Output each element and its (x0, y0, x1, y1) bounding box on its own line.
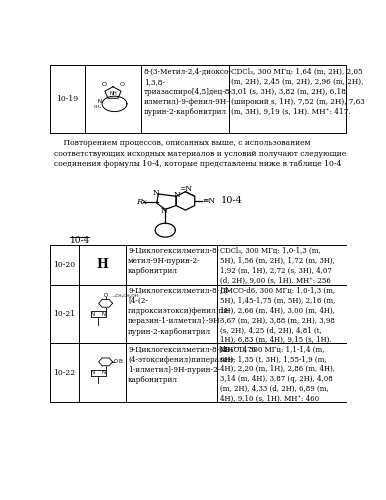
Text: NH: NH (109, 92, 117, 96)
Text: 8-(3-Метил-2,4-диоксо-
1,3,8-
триазаспиро[4,5]дец-8-
илметил)-9-фенил-9Н-
пурин-: 8-(3-Метил-2,4-диоксо- 1,3,8- триазаспир… (144, 68, 232, 116)
Text: O: O (101, 82, 106, 87)
Text: 10-4: 10-4 (221, 196, 243, 205)
Text: N: N (102, 370, 106, 375)
Text: N: N (160, 207, 167, 215)
Text: CDCl₃, 300 МГц: 1,0-1,3 (m,
5H), 1,56 (m, 2H), 1,72 (m, 3H),
1,92 (m, 1H), 2,72 : CDCl₃, 300 МГц: 1,0-1,3 (m, 5H), 1,56 (m… (220, 247, 334, 284)
Text: 10-20: 10-20 (54, 261, 76, 269)
Text: O: O (120, 82, 125, 87)
Text: 10-22: 10-22 (54, 368, 76, 376)
Text: 10-21: 10-21 (54, 310, 76, 318)
Text: =N: =N (179, 184, 192, 192)
Text: N: N (90, 370, 95, 375)
Text: Повторением процессов, описанных выше, с использованием
соответствующих исходных: Повторением процессов, описанных выше, с… (54, 140, 347, 168)
Text: O: O (114, 360, 119, 364)
Text: 9-Циклогексилметил-8-
метил-9H-пурин-2-
карбонитрил: 9-Циклогексилметил-8- метил-9H-пурин-2- … (128, 247, 219, 276)
Text: N: N (174, 190, 180, 198)
Text: O: O (103, 293, 108, 298)
Text: N: N (98, 99, 102, 104)
Text: ДМСО-d6, 300 МГц: 1,0-1,3 (m,
5H), 1,45-1,75 (m, 5H), 2,16 (m,
1H), 2,66 (m, 4H): ДМСО-d6, 300 МГц: 1,0-1,3 (m, 5H), 1,45-… (220, 287, 335, 354)
Text: CDCl₃, 300 МГц: 1,64 (m, 2H), 2,05
(m, 2H), 2,45 (m, 2H), 2,96 (m, 2H),
3,01 (s,: CDCl₃, 300 МГц: 1,64 (m, 2H), 2,05 (m, 2… (231, 68, 365, 116)
Text: Rx: Rx (136, 198, 147, 205)
Bar (50, 344, 347, 402)
Text: CH₃: CH₃ (93, 105, 102, 109)
Text: 10-19: 10-19 (56, 96, 78, 104)
Text: N: N (102, 312, 106, 316)
Text: CD₃OD, 300 МГц: 1,1-1,4 (m,
6H), 1,35 (t, 3H), 1,55-1,9 (m,
4H), 2,20 (m, 1H), 2: CD₃OD, 300 МГц: 1,1-1,4 (m, 6H), 1,35 (t… (220, 346, 335, 403)
Text: N: N (90, 312, 95, 316)
Text: H: H (96, 258, 108, 272)
Text: ≡N: ≡N (202, 197, 215, 205)
Text: —CH₂CH₂OH: —CH₂CH₂OH (112, 294, 139, 298)
Bar (50, 66, 346, 133)
Bar (50, 285, 347, 344)
Text: 9-Циклогексилметил-8-[4-
(4-этоксифенил)пиперазин-
1-илметил]-9H-пурин-2-
карбон: 9-Циклогексилметил-8-[4- (4-этоксифенил)… (128, 346, 235, 384)
Text: Et: Et (118, 360, 123, 364)
Text: 10-4: 10-4 (70, 236, 90, 244)
Bar (50, 245, 347, 285)
Text: N: N (152, 189, 159, 197)
Text: 9-Циклогексилметил-8-{4-
[4-(2-
гидроксиэтокси)фенил]пи-
перазин-1-илметил}-9H-
: 9-Циклогексилметил-8-{4- [4-(2- гидрокси… (128, 287, 232, 336)
